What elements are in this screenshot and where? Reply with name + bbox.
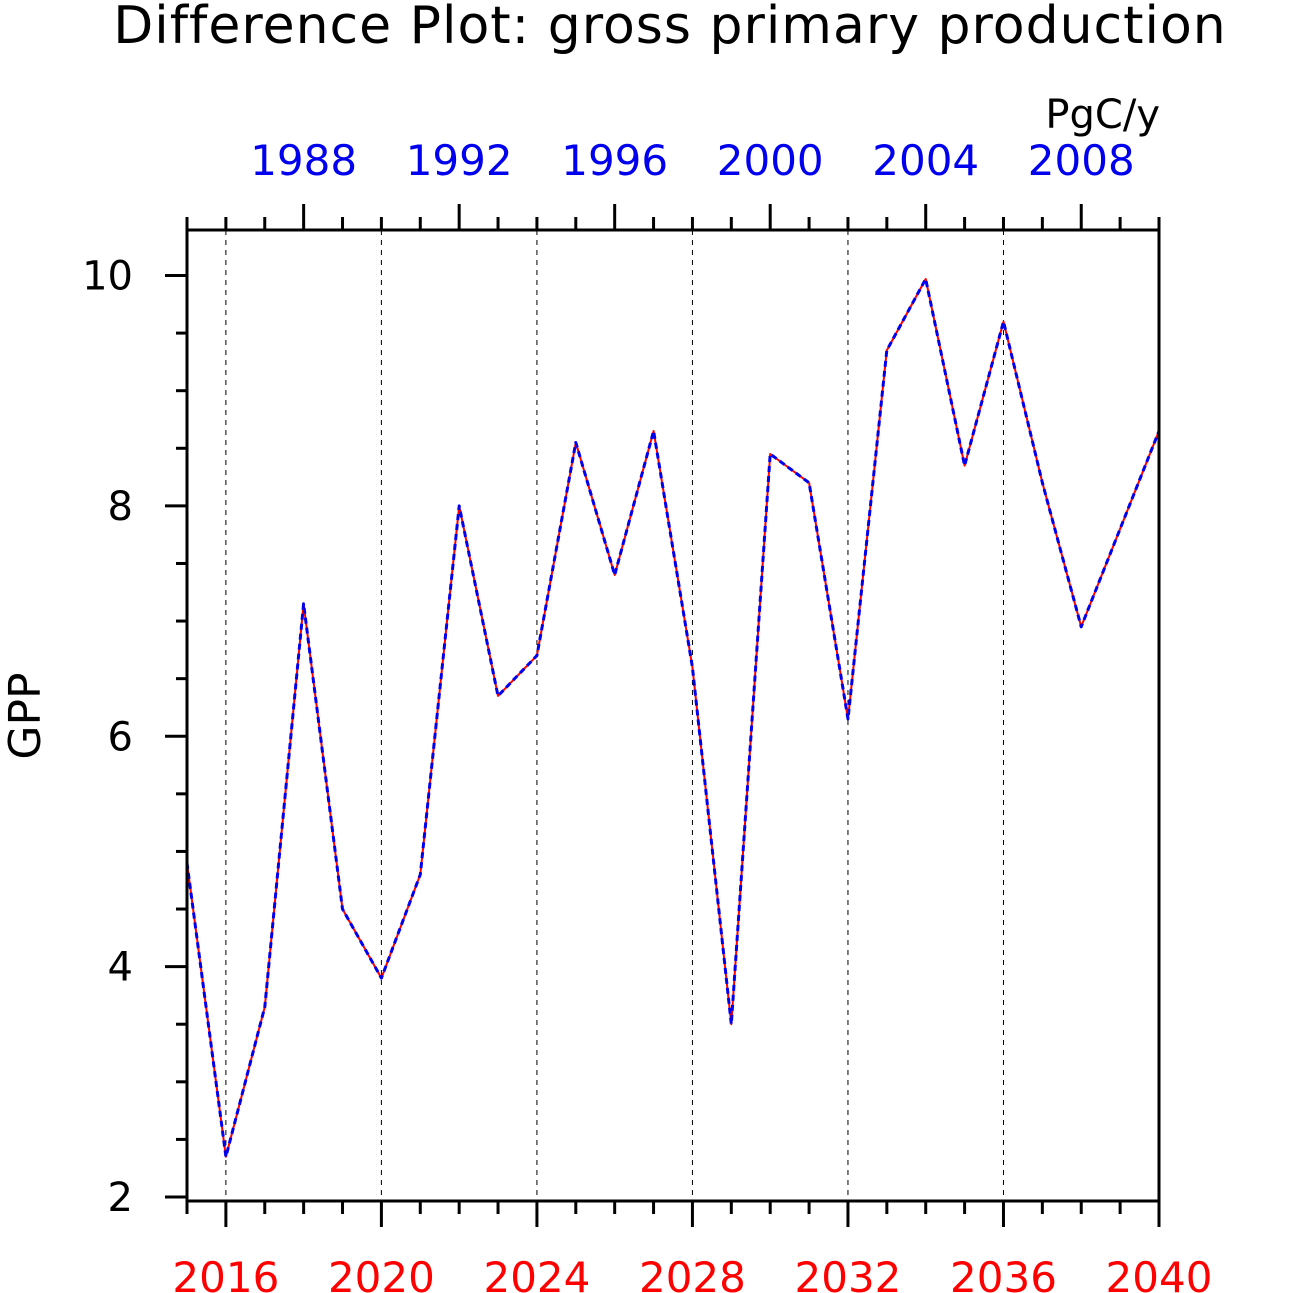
x-top-tick-label: 1992 bbox=[406, 136, 513, 185]
x-bottom-tick-label: 2032 bbox=[795, 1253, 902, 1293]
x-bottom-tick-label: 2024 bbox=[483, 1253, 590, 1293]
x-top-tick-label: 1996 bbox=[561, 136, 668, 185]
x-bottom-tick-label: 2028 bbox=[639, 1253, 746, 1293]
grid-lines bbox=[225, 230, 1004, 1201]
series-lines bbox=[185, 277, 1161, 1159]
plot-frame bbox=[185, 228, 1161, 1203]
y-axis-label: GPP bbox=[0, 672, 51, 759]
x-bottom-tick-label: 2036 bbox=[950, 1253, 1057, 1293]
y-tick-label: 2 bbox=[108, 1175, 133, 1221]
y-tick-label: 4 bbox=[108, 945, 133, 991]
x-top-tick-label: 2000 bbox=[717, 136, 824, 185]
chart-title: Difference Plot: gross primary productio… bbox=[113, 0, 1226, 56]
y-tick-label: 6 bbox=[108, 714, 133, 760]
x-bottom-tick-label: 2020 bbox=[328, 1253, 435, 1293]
x-top-tick-label: 1988 bbox=[250, 136, 357, 185]
tick-labels: 2016 2020 2024 2028 2032 2036 2040 1988 1992 1996… bbox=[82, 136, 1212, 1293]
x-top-tick-label: 2008 bbox=[1028, 136, 1135, 185]
axis-ticks bbox=[165, 204, 1161, 1227]
series-line-blue bbox=[185, 277, 1161, 1159]
x-bottom-tick-label: 2016 bbox=[172, 1253, 279, 1293]
y-tick-label: 10 bbox=[82, 254, 133, 300]
x-bottom-tick-label: 2040 bbox=[1106, 1253, 1213, 1293]
units-label: PgC/y bbox=[1045, 92, 1160, 138]
x-top-tick-label: 2004 bbox=[872, 136, 979, 185]
series-line-red bbox=[186, 278, 1160, 1158]
y-tick-label: 8 bbox=[108, 484, 133, 530]
